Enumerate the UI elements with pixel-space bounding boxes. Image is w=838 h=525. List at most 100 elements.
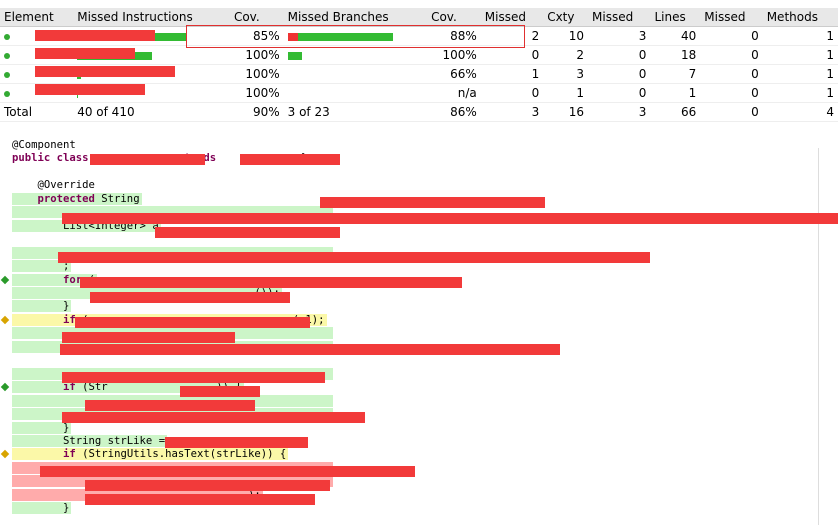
divider [818,148,819,525]
total-cell: 3 [480,102,544,122]
code-text: ; [12,260,72,273]
covered-bar [297,32,393,41]
header-cell: Element [0,8,74,27]
redaction [35,30,155,41]
branch-marker [0,450,10,459]
branch-marker [0,275,10,284]
code-line: } [12,502,333,515]
code-line: if (StringUtils.hasText(strLike)) { [0,448,333,461]
header-cell: Missed Branches [283,8,428,27]
cell: 0 [480,45,544,65]
code-text: } [12,502,72,515]
redaction [75,317,310,328]
redaction [35,84,145,95]
cell: 100% [229,83,284,103]
cell [283,26,428,46]
cell: 0 [588,64,651,84]
cell: 0 [588,45,651,65]
redaction [165,437,308,448]
cell: 0 [700,64,763,84]
cell: 88% [427,26,481,46]
code-line: @Component [12,139,333,152]
total-cell: 40 of 410 [73,102,230,122]
code-line: if (Str )) { [0,381,333,394]
cell: 0 [700,26,763,46]
code-text [12,166,14,178]
branch-marker [0,315,10,325]
code-text: @Component [12,139,76,151]
cell: n/a [427,83,481,103]
cell: 7 [650,64,701,84]
cell: 3 [588,26,651,46]
code-line [12,354,333,367]
cell: 0 [480,83,544,103]
cell: 1 [762,64,838,84]
total-cell: 16 [543,102,588,122]
status-dot [4,91,10,97]
cell: 1 [762,83,838,103]
redaction [62,213,838,224]
redaction [85,480,330,491]
total-cell: 3 of 23 [283,102,428,122]
header-cell: Cov. [229,8,284,27]
cell: 100% [427,45,481,65]
header-cell: Missed Instructions [73,8,230,27]
code-text: } [12,421,72,434]
code-text: String strLike = [12,434,168,447]
redaction [62,332,235,343]
header-cell: Missed [700,8,763,27]
cell: 10 [543,26,588,46]
total-cell: 86% [427,102,481,122]
redaction [85,400,255,411]
redaction [80,277,462,288]
branch-marker [0,382,10,392]
header-cell: Cxty [543,8,588,27]
total-cell: Total [0,102,74,122]
redaction [180,386,260,397]
highlight-box [186,25,525,48]
redaction [90,154,205,165]
code-line: @Override [12,179,333,192]
redaction [240,154,340,165]
cell: 85% [229,26,284,46]
header-row: Element Missed Instructions Cov. Missed Bra… [0,8,838,27]
total-cell: 0 [700,102,763,122]
cell: 1 [480,64,544,84]
cell: 18 [650,45,701,65]
redaction [90,292,290,303]
redaction [40,466,415,477]
header-cell: Methods [762,8,838,27]
cell: 1 [762,45,838,65]
header-cell: Missed [480,8,544,27]
cell: 1 [762,26,838,46]
total-cell: 4 [762,102,838,122]
header-cell: Lines [650,8,701,27]
cell: 1 [650,83,701,103]
total-cell: 3 [588,102,651,122]
status-dot [4,72,10,78]
cell: 100% [229,64,284,84]
cell: 2 [480,26,544,46]
total-cell: 66 [650,102,701,122]
covered-bar [287,51,302,60]
code-text: } [12,300,72,313]
header-cell: Missed [588,8,651,27]
cell: 66% [427,64,481,84]
cell: 0 [700,83,763,103]
code-text [12,354,14,366]
status-dot [4,34,10,40]
redaction [35,66,175,77]
code-line: ; [12,260,333,273]
redaction [58,252,650,263]
cell: 3 [543,64,588,84]
code-line [12,166,333,179]
total-row: Total 40 of 410 90% 3 of 23 86% 3 16 3 66 0 4 [0,102,838,122]
redaction [60,344,560,355]
redaction [62,372,325,383]
redaction [62,412,365,423]
header-cell: Cov. [427,8,481,27]
code-line: } [12,300,333,313]
redaction [155,227,340,238]
cell: 0 [588,83,651,103]
